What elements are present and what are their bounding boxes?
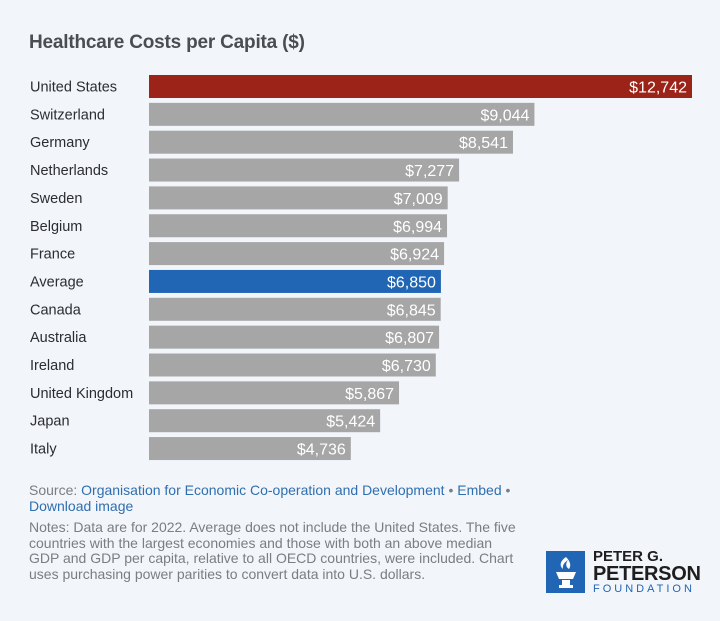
- category-label: Belgium: [30, 219, 82, 235]
- category-label: Average: [30, 274, 84, 290]
- value-label: $5,867: [345, 386, 394, 403]
- chart-title: Healthcare Costs per Capita ($): [29, 32, 305, 53]
- bar: [149, 102, 535, 126]
- category-label: Canada: [30, 302, 82, 318]
- value-label: $12,742: [629, 80, 687, 97]
- value-label: $9,044: [480, 107, 529, 124]
- source-label: Source:: [29, 482, 78, 498]
- notes-text: Notes: Data are for 2022. Average does n…: [29, 519, 516, 582]
- category-label: United States: [30, 80, 117, 96]
- bar: [149, 381, 400, 405]
- logo-line2: PETERSON: [593, 563, 701, 585]
- source-line: Source: Organisation for Economic Co-ope…: [29, 482, 519, 514]
- category-label: Netherlands: [30, 163, 108, 179]
- chart-footer: Source: Organisation for Economic Co-ope…: [29, 482, 519, 582]
- bar: [149, 269, 441, 293]
- source-link[interactable]: Organisation for Economic Co-operation a…: [81, 482, 445, 498]
- bar: [149, 130, 513, 154]
- embed-link[interactable]: Embed: [457, 482, 502, 498]
- value-label: $6,807: [385, 330, 434, 347]
- value-label: $5,424: [326, 414, 375, 431]
- value-label: $4,736: [297, 442, 346, 459]
- category-label: Germany: [30, 135, 90, 151]
- value-label: $6,845: [387, 302, 436, 319]
- category-label: Sweden: [30, 191, 82, 207]
- logo-line1: PETER G.: [593, 548, 664, 565]
- value-label: $8,541: [459, 135, 508, 152]
- torch-icon: [546, 551, 585, 593]
- bullet: •: [505, 482, 511, 498]
- bar: [149, 353, 436, 377]
- category-label: Switzerland: [30, 107, 105, 123]
- bar: [149, 242, 445, 266]
- value-label: $7,277: [405, 163, 454, 180]
- category-label: France: [30, 247, 75, 263]
- bar: [149, 214, 448, 238]
- peterson-logo: PETER G. PETERSON FOUNDATION: [546, 549, 701, 595]
- logo-line3: FOUNDATION: [593, 583, 695, 595]
- bar: [149, 75, 692, 98]
- value-label: $6,994: [393, 219, 442, 236]
- value-label: $6,850: [387, 274, 436, 291]
- category-label: Australia: [30, 330, 87, 346]
- bar: [149, 186, 448, 210]
- download-image-link[interactable]: Download image: [29, 497, 134, 514]
- value-label: $6,924: [390, 247, 439, 264]
- bar: [149, 437, 351, 461]
- bar: [149, 297, 441, 321]
- value-label: $7,009: [394, 191, 443, 208]
- bar: [149, 325, 440, 349]
- category-label: Italy: [30, 442, 57, 458]
- category-label: Ireland: [30, 358, 74, 374]
- bar-chart: United States $12,742 Switzerland $9,044 Ger…: [30, 75, 692, 461]
- category-label: United Kingdom: [30, 386, 133, 402]
- value-label: $6,730: [382, 358, 431, 375]
- bar: [149, 409, 381, 433]
- category-label: Japan: [30, 414, 70, 430]
- bullet: •: [448, 482, 454, 498]
- bar: [149, 158, 460, 182]
